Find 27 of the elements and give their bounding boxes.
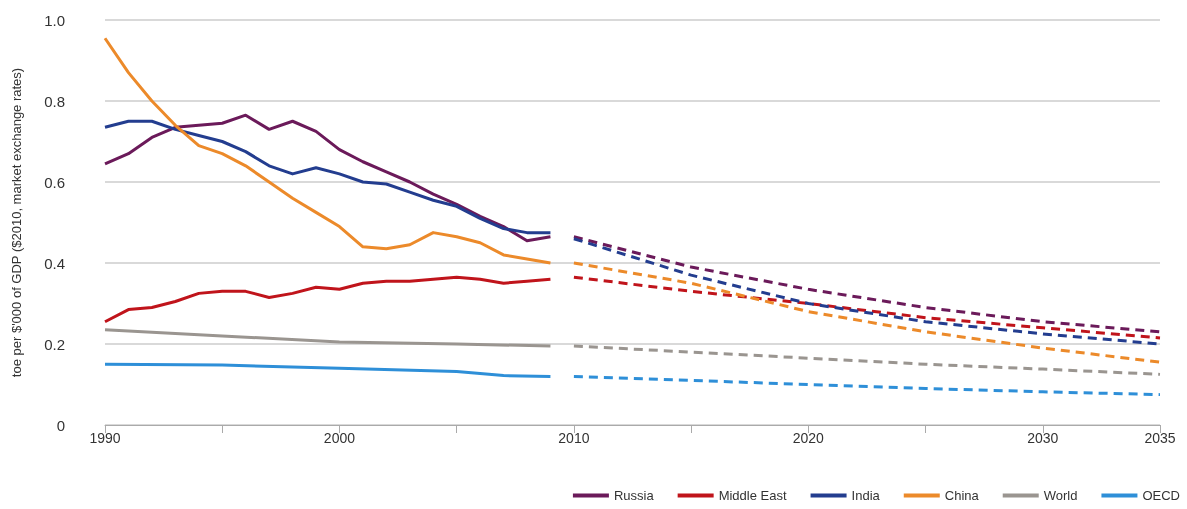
y-tick-label: 0.6: [44, 173, 65, 191]
line-series: [103, 275, 552, 324]
x-tick-label: 2010: [558, 430, 590, 446]
x-tick-label: 2030: [1027, 430, 1059, 446]
y-tick-label: 0.4: [44, 254, 65, 272]
y-tick-label: 1.0: [44, 11, 65, 29]
legend-label: India: [851, 488, 881, 503]
x-tick-label: 2035: [1144, 430, 1176, 446]
x-tick-label: 2000: [323, 430, 356, 446]
legend-label: Russia: [613, 488, 655, 503]
line-series: [103, 328, 552, 348]
legend-label: OECD: [1142, 488, 1180, 503]
legend-label: World: [1043, 488, 1078, 503]
x-tick-label: 2020: [792, 430, 825, 446]
legend-label: Middle East: [718, 488, 787, 503]
y-tick-label: 0.8: [44, 92, 65, 110]
x-tick-label: 1990: [89, 430, 121, 446]
y-tick-label: 0.2: [44, 335, 65, 353]
legend-label: China: [944, 488, 980, 503]
line-series: [572, 275, 1162, 340]
y-axis-title: toe per $'000 of GDP ($2010, market exchange rates): [9, 67, 24, 378]
line-series: [103, 36, 552, 265]
line-series: [103, 362, 552, 378]
y-tick-label: 0: [56, 416, 65, 434]
line-series: [572, 344, 1162, 376]
line-series: [572, 261, 1162, 364]
line-series: [572, 374, 1162, 397]
